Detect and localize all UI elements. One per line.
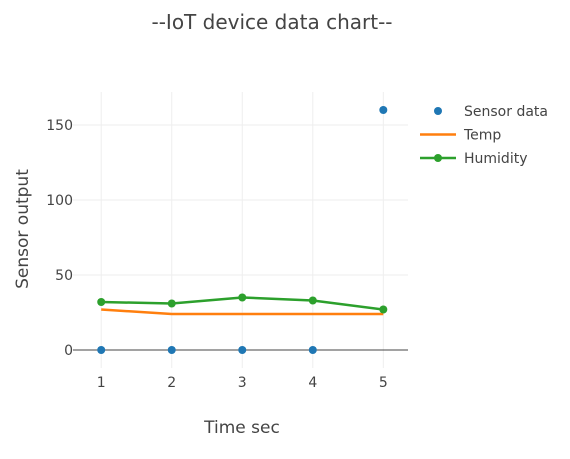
legend-item-temp[interactable]: Temp bbox=[420, 128, 501, 144]
series-humidity bbox=[97, 293, 388, 314]
x-tick-label: 2 bbox=[167, 375, 176, 391]
x-tick-label: 1 bbox=[97, 375, 106, 391]
legend-item-humidity[interactable]: Humidity bbox=[420, 151, 527, 167]
plot-area bbox=[97, 106, 388, 354]
y-axis-title: Sensor output bbox=[13, 169, 33, 289]
legend-swatch-marker bbox=[434, 107, 442, 115]
temp-line bbox=[101, 308, 384, 316]
sensor-data-point[interactable] bbox=[167, 346, 176, 354]
humidity-point[interactable] bbox=[379, 305, 388, 314]
y-tick-label: 100 bbox=[46, 193, 73, 209]
x-tick-label: 3 bbox=[238, 375, 247, 391]
grid bbox=[73, 92, 408, 368]
sensor-data-point[interactable] bbox=[308, 346, 317, 354]
series-sensor-data bbox=[97, 106, 388, 354]
x-axis-title: Time sec bbox=[203, 418, 280, 438]
legend-label: Sensor data bbox=[464, 104, 548, 120]
humidity-point[interactable] bbox=[167, 299, 176, 308]
legend-swatch-marker bbox=[434, 154, 442, 162]
legend-label: Temp bbox=[463, 128, 501, 144]
sensor-data-point[interactable] bbox=[97, 346, 106, 354]
humidity-point[interactable] bbox=[308, 296, 317, 305]
y-tick-label: 150 bbox=[46, 118, 73, 134]
legend[interactable]: Sensor data Temp Humidity bbox=[420, 104, 548, 167]
legend-item-sensor-data[interactable]: Sensor data bbox=[434, 104, 548, 120]
humidity-point[interactable] bbox=[97, 298, 106, 306]
legend-label: Humidity bbox=[464, 151, 527, 167]
x-tick-label: 5 bbox=[379, 375, 388, 391]
humidity-point[interactable] bbox=[238, 293, 247, 302]
y-tick-label: 50 bbox=[55, 268, 73, 284]
sensor-data-point[interactable] bbox=[238, 346, 247, 354]
chart-title: --IoT device data chart-- bbox=[151, 10, 392, 34]
y-tick-label: 0 bbox=[64, 343, 73, 359]
series-temp bbox=[101, 308, 384, 316]
sensor-data-point[interactable] bbox=[379, 106, 388, 114]
x-tick-label: 4 bbox=[308, 375, 317, 391]
